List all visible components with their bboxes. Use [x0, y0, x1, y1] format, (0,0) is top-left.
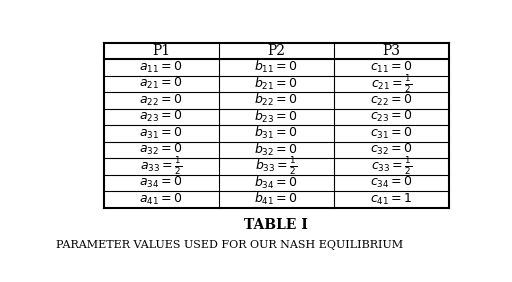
Text: $b_{31} = 0$: $b_{31} = 0$ — [254, 125, 298, 141]
Text: $a_{23} = 0$: $a_{23} = 0$ — [139, 109, 183, 124]
Text: $c_{11} = 0$: $c_{11} = 0$ — [370, 60, 413, 75]
Text: $a_{21} = 0$: $a_{21} = 0$ — [139, 76, 183, 91]
Text: PARAMETER VALUES USED FOR OUR NASH EQUILIBRIUM: PARAMETER VALUES USED FOR OUR NASH EQUIL… — [56, 240, 403, 250]
Text: $b_{34} = 0$: $b_{34} = 0$ — [254, 175, 298, 191]
Text: $a_{41} = 0$: $a_{41} = 0$ — [139, 192, 183, 207]
Text: $b_{11} = 0$: $b_{11} = 0$ — [254, 59, 298, 75]
Text: $c_{31} = 0$: $c_{31} = 0$ — [370, 126, 413, 141]
Text: $a_{32} = 0$: $a_{32} = 0$ — [139, 142, 183, 157]
Text: $b_{41} = 0$: $b_{41} = 0$ — [254, 191, 298, 207]
Text: P3: P3 — [382, 44, 400, 58]
Text: $c_{41} = 1$: $c_{41} = 1$ — [370, 192, 413, 207]
Text: $a_{33} = \frac{1}{2}$: $a_{33} = \frac{1}{2}$ — [140, 155, 182, 177]
Text: $c_{21} = \frac{1}{2}$: $c_{21} = \frac{1}{2}$ — [371, 73, 412, 95]
Text: P2: P2 — [267, 44, 285, 58]
Text: $c_{34} = 0$: $c_{34} = 0$ — [370, 175, 413, 190]
Text: $c_{32} = 0$: $c_{32} = 0$ — [370, 142, 413, 157]
Text: $a_{22} = 0$: $a_{22} = 0$ — [139, 93, 183, 108]
Text: P1: P1 — [152, 44, 170, 58]
Text: TABLE I: TABLE I — [244, 218, 308, 232]
Text: $c_{22} = 0$: $c_{22} = 0$ — [370, 93, 413, 108]
Text: $b_{21} = 0$: $b_{21} = 0$ — [254, 76, 298, 92]
Text: $a_{34} = 0$: $a_{34} = 0$ — [139, 175, 183, 190]
Text: $c_{33} = \frac{1}{2}$: $c_{33} = \frac{1}{2}$ — [371, 155, 412, 177]
Text: $b_{33} = \frac{1}{2}$: $b_{33} = \frac{1}{2}$ — [255, 155, 297, 177]
Text: $c_{23} = 0$: $c_{23} = 0$ — [370, 109, 413, 124]
Text: $b_{32} = 0$: $b_{32} = 0$ — [254, 142, 298, 158]
Text: $b_{22} = 0$: $b_{22} = 0$ — [254, 92, 298, 108]
Text: $a_{31} = 0$: $a_{31} = 0$ — [139, 126, 183, 141]
Text: $b_{23} = 0$: $b_{23} = 0$ — [254, 109, 298, 125]
Text: $a_{11} = 0$: $a_{11} = 0$ — [139, 60, 183, 75]
